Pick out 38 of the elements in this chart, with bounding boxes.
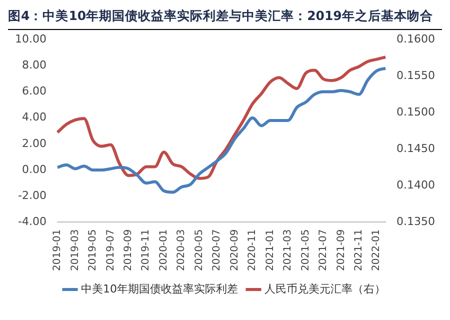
x-tick-label: 2020-05 — [194, 229, 205, 272]
x-tick-label: 2020-01 — [158, 229, 170, 272]
x-tick-label: 2022-01 — [371, 229, 382, 272]
x-tick-label: 2019-09 — [123, 229, 134, 272]
y-tick-label: 6.00 — [22, 84, 46, 98]
legend-label: 人民币兑美元汇率（右） — [264, 282, 386, 296]
y2-tick-label: 0.1450 — [396, 142, 436, 156]
line-series — [56, 56, 388, 180]
x-tick-label: 2019-01 — [52, 229, 64, 272]
y-tick-label: 2.00 — [22, 136, 46, 150]
y-tick-label: -2.00 — [18, 188, 46, 202]
chart-title: 图4：中美10年期国债收益率实际利差与中美汇率：2019年之后基本吻合 — [8, 8, 442, 30]
x-tick-label: 2020-11 — [247, 229, 258, 272]
x-tick-label: 2019-05 — [88, 229, 99, 272]
x-tick-label: 2021-01 — [264, 229, 276, 272]
x-tick-label: 2021-03 — [282, 229, 294, 272]
x-tick-label: 2019-07 — [105, 229, 116, 272]
line-series — [56, 66, 388, 194]
y-tick-label: 4.00 — [22, 110, 46, 124]
legend-label: 中美10年期国债收益率实际利差 — [81, 282, 238, 296]
y-tick-label: 8.00 — [22, 58, 46, 72]
x-tick-label: 2021-11 — [354, 229, 365, 272]
x-tick-label: 2019-11 — [140, 229, 152, 272]
x-tick-label: 2019-03 — [70, 229, 81, 272]
x-tick-label: 2020-09 — [229, 229, 240, 272]
x-tick-label: 2020-03 — [176, 229, 188, 272]
y2-tick-label: 0.1400 — [396, 178, 436, 192]
x-tick-label: 2021-07 — [318, 229, 330, 272]
x-tick-label: 2021-09 — [336, 229, 347, 272]
y2-tick-label: 0.1350 — [396, 215, 436, 228]
x-tick-label: 2020-07 — [212, 229, 223, 272]
y2-tick-label: 0.1600 — [396, 32, 436, 46]
x-tick-label: 2021-05 — [300, 229, 312, 272]
y2-tick-label: 0.1500 — [396, 106, 436, 119]
y2-tick-label: 0.1550 — [396, 68, 436, 82]
y-tick-label: 10.00 — [14, 32, 46, 46]
y-tick-label: 0.00 — [22, 162, 46, 176]
y-tick-label: -4.00 — [18, 215, 46, 228]
